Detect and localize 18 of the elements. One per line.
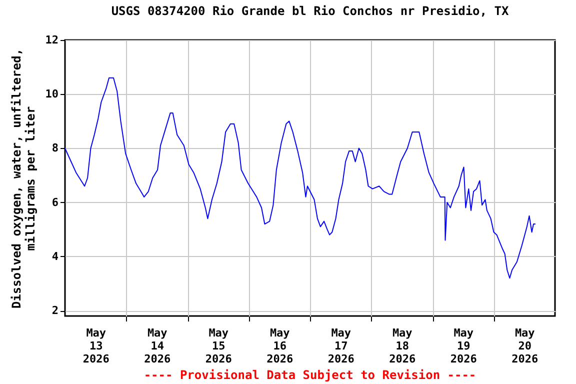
x-tick-label: May 14 2026 [144, 326, 171, 366]
line-series [65, 77, 536, 279]
y-tick-label: 4 [52, 250, 59, 263]
x-tick-label: May 20 2026 [512, 326, 538, 366]
y-axis-title: Dissolved oxygen, water, unfiltered, milligrams per liter [9, 48, 38, 309]
x-tick-label: May 18 2026 [389, 326, 416, 366]
y-tick-label: 10 [45, 88, 58, 101]
chart-title: USGS 08374200 Rio Grande bl Rio Conchos nr Presidio, TX [111, 4, 510, 18]
x-tick-label: May 13 2026 [82, 326, 110, 366]
x-tick-label: May 19 2026 [450, 326, 478, 366]
y-tick-label: 6 [52, 196, 59, 209]
x-tick-label: May 16 2026 [266, 326, 294, 366]
y-tick-label: 12 [45, 34, 58, 46]
y-tick-label: 2 [52, 304, 58, 318]
x-tick-label: May 17 2026 [328, 326, 355, 366]
x-tick-label: May 15 2026 [205, 326, 232, 366]
text: ---- Provisional Data Subject to Revision ---- [144, 368, 476, 382]
y-tick-label: 8 [52, 142, 58, 155]
